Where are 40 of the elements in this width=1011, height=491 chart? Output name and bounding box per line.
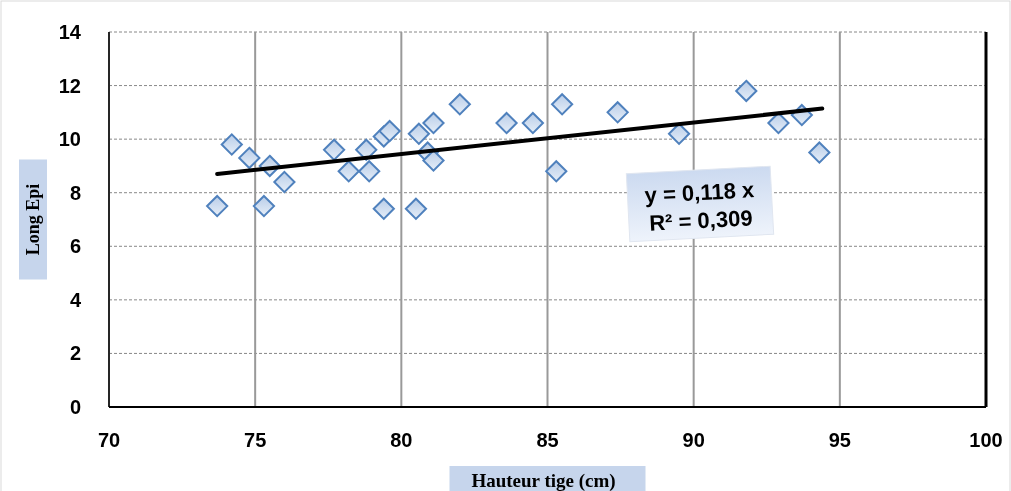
point (448, 93, 471, 116)
point (404, 197, 428, 220)
point (521, 111, 544, 135)
x-tick-label: 80 (390, 429, 413, 451)
y-tick-label: 2 (69, 342, 81, 365)
x-tick-label: 100 (969, 429, 1003, 451)
x-tick-label: 95 (828, 429, 851, 451)
x-tick-label: 70 (97, 429, 121, 451)
point (422, 111, 445, 135)
point (358, 160, 381, 183)
y-tick-label: 8 (69, 181, 81, 204)
y-tick-label: 12 (58, 74, 81, 97)
point (808, 141, 831, 164)
point (273, 170, 296, 194)
point (252, 195, 276, 218)
x-axis-title: Hauteur tige (cm) (471, 470, 616, 491)
y-tick-label: 4 (69, 288, 82, 311)
point (238, 146, 261, 169)
x-tick-label: 90 (682, 429, 705, 451)
point (606, 101, 629, 124)
point (372, 197, 395, 220)
x-tick-label: 75 (244, 429, 267, 451)
point (337, 160, 360, 183)
point (220, 133, 243, 156)
point (495, 111, 518, 135)
y-tick-label: 0 (69, 396, 81, 418)
point (378, 120, 401, 143)
y-tick-label: 10 (58, 128, 81, 151)
y-tick-label: 14 (58, 21, 82, 43)
point (551, 93, 574, 116)
point (206, 195, 229, 218)
point (735, 79, 758, 103)
annotation: y = 0,118 x R² = 0,309 (644, 177, 756, 236)
point (407, 122, 430, 145)
y-axis-title: Long Epi (23, 183, 43, 256)
point (323, 138, 346, 161)
point (545, 160, 568, 183)
y-tick-label: 6 (69, 235, 81, 258)
point (422, 149, 445, 172)
x-tick-label: 85 (536, 429, 559, 451)
